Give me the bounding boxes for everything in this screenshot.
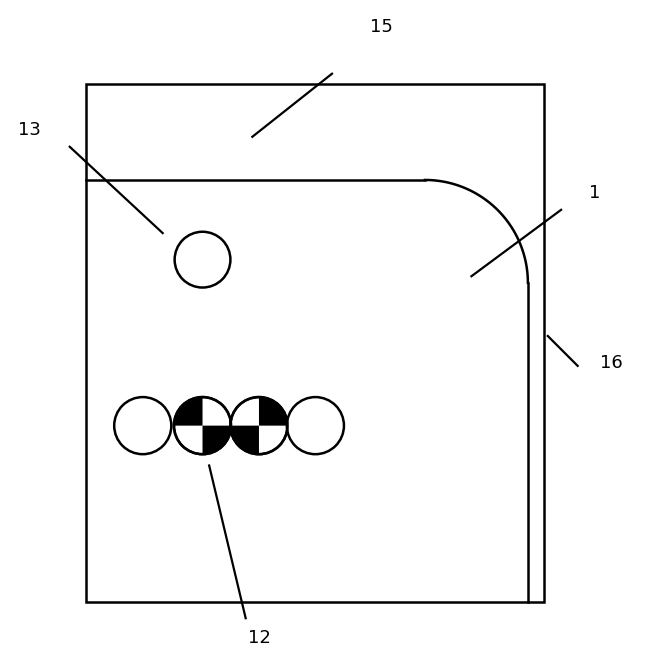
Text: 1: 1 [588, 184, 600, 202]
Circle shape [287, 397, 344, 454]
Wedge shape [174, 397, 203, 425]
Bar [86, 84, 544, 601]
Wedge shape [259, 397, 288, 425]
Wedge shape [230, 425, 259, 454]
Circle shape [230, 397, 288, 454]
Text: 16: 16 [600, 353, 622, 372]
Circle shape [174, 397, 231, 454]
Text: 12: 12 [248, 629, 270, 647]
Wedge shape [203, 425, 231, 454]
Circle shape [114, 397, 171, 454]
Circle shape [175, 232, 230, 288]
Text: 15: 15 [371, 18, 393, 36]
Text: 13: 13 [19, 121, 41, 139]
